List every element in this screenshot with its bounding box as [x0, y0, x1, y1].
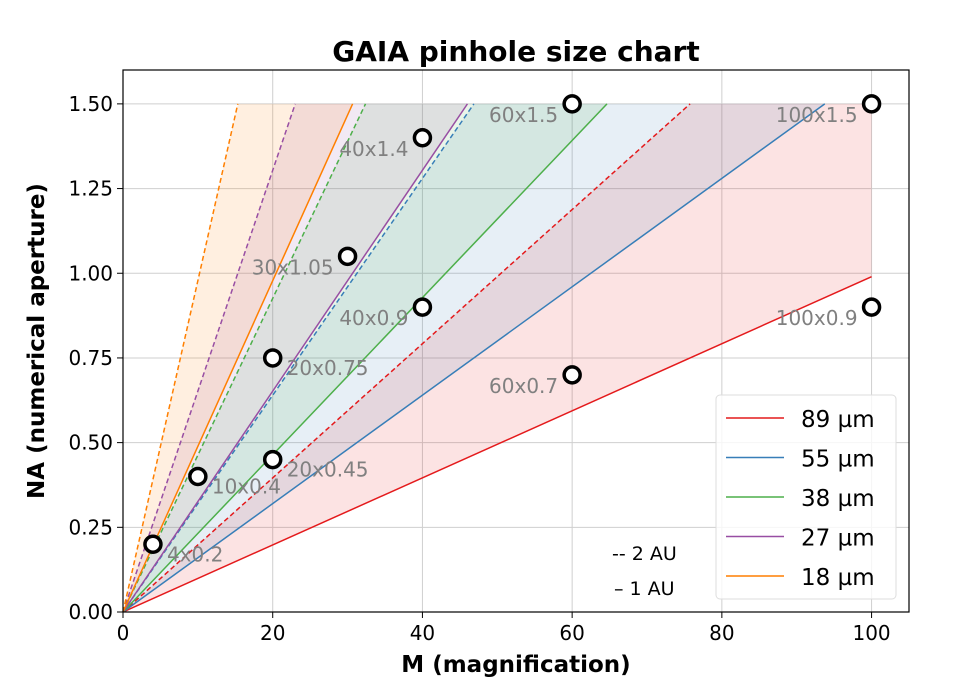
data-point: [412, 297, 433, 317]
x-tick-label: 20: [260, 621, 285, 645]
legend-label: 38 µm: [801, 486, 875, 512]
legend-label: 18 µm: [801, 565, 875, 591]
point-label: 100x1.5: [776, 103, 858, 127]
point-label: 40x1.4: [339, 137, 408, 161]
plot-frame: [122, 69, 910, 613]
data-point: [143, 534, 163, 554]
line-1au: [122, 103, 608, 613]
legend-label: 89 µm: [801, 407, 875, 433]
line-2au: [122, 103, 296, 613]
x-tick-label: 0: [117, 621, 130, 645]
y-tick-label: 0.00: [68, 600, 113, 624]
legend-box: [715, 394, 897, 600]
line-1au: [122, 103, 826, 613]
data-point: [188, 466, 208, 487]
legend: 89 µm 55 µm 38 µm 27 µm 18 µm: [715, 394, 897, 600]
y-axis-label: NA (numerical aperture): [24, 183, 50, 499]
point-label: 20x0.45: [287, 458, 369, 482]
line-2au: [122, 103, 367, 613]
chart-title: GAIA pinhole size chart: [332, 35, 700, 68]
fill-band: [123, 103, 872, 612]
y-tick-label: 1.50: [68, 92, 113, 116]
point-label: 10x0.4: [212, 475, 281, 499]
data-point: [412, 128, 433, 148]
point-label: 60x1.5: [489, 103, 558, 127]
data-point: [337, 246, 358, 267]
data-point: [262, 449, 283, 470]
x-axis-label: M (magnification): [401, 652, 630, 678]
point-label: 20x0.75: [287, 356, 369, 380]
point-label: 30x1.05: [252, 255, 334, 279]
data-point: [562, 94, 582, 114]
x-tick-label: 100: [852, 621, 890, 645]
lines: [122, 103, 872, 613]
fill-band: [123, 103, 872, 612]
grid: [122, 70, 909, 613]
y-tick-label: 0.50: [68, 431, 113, 455]
legend-label: 27 µm: [801, 526, 875, 552]
ticks: 0 20 40 60 80 100 0.00 0.25 0.50 0.75 1.00 1.25 1.50: [68, 92, 890, 645]
y-tick-label: 1.25: [68, 177, 113, 201]
data-point: [861, 297, 882, 317]
line-1au: [122, 103, 354, 613]
annotation-2au: -- 2 AU: [612, 543, 677, 565]
data-point: [861, 94, 882, 114]
data-point: [262, 348, 283, 368]
line-1au: [122, 275, 872, 613]
line-2au: [122, 103, 475, 613]
line-1au: [122, 103, 469, 613]
line-2au: [122, 103, 691, 613]
legend-label: 55 µm: [801, 447, 875, 473]
x-tick-label: 60: [559, 621, 584, 645]
line-2au: [122, 103, 239, 613]
x-tick-label: 40: [410, 621, 435, 645]
fills: [123, 103, 872, 612]
fill-band: [123, 103, 872, 612]
annotation-1au: – 1 AU: [614, 578, 675, 600]
x-tick-label: 80: [709, 621, 734, 645]
y-tick-label: 0.25: [68, 515, 113, 539]
point-label: 60x0.7: [489, 374, 558, 398]
point-label: 4x0.2: [167, 542, 223, 566]
fill-band: [123, 103, 872, 612]
data-point: [562, 365, 582, 385]
y-tick-label: 1.00: [68, 261, 113, 285]
point-label: 40x0.9: [339, 306, 408, 330]
point-label: 100x0.9: [776, 306, 858, 330]
y-tick-label: 0.75: [68, 346, 113, 370]
